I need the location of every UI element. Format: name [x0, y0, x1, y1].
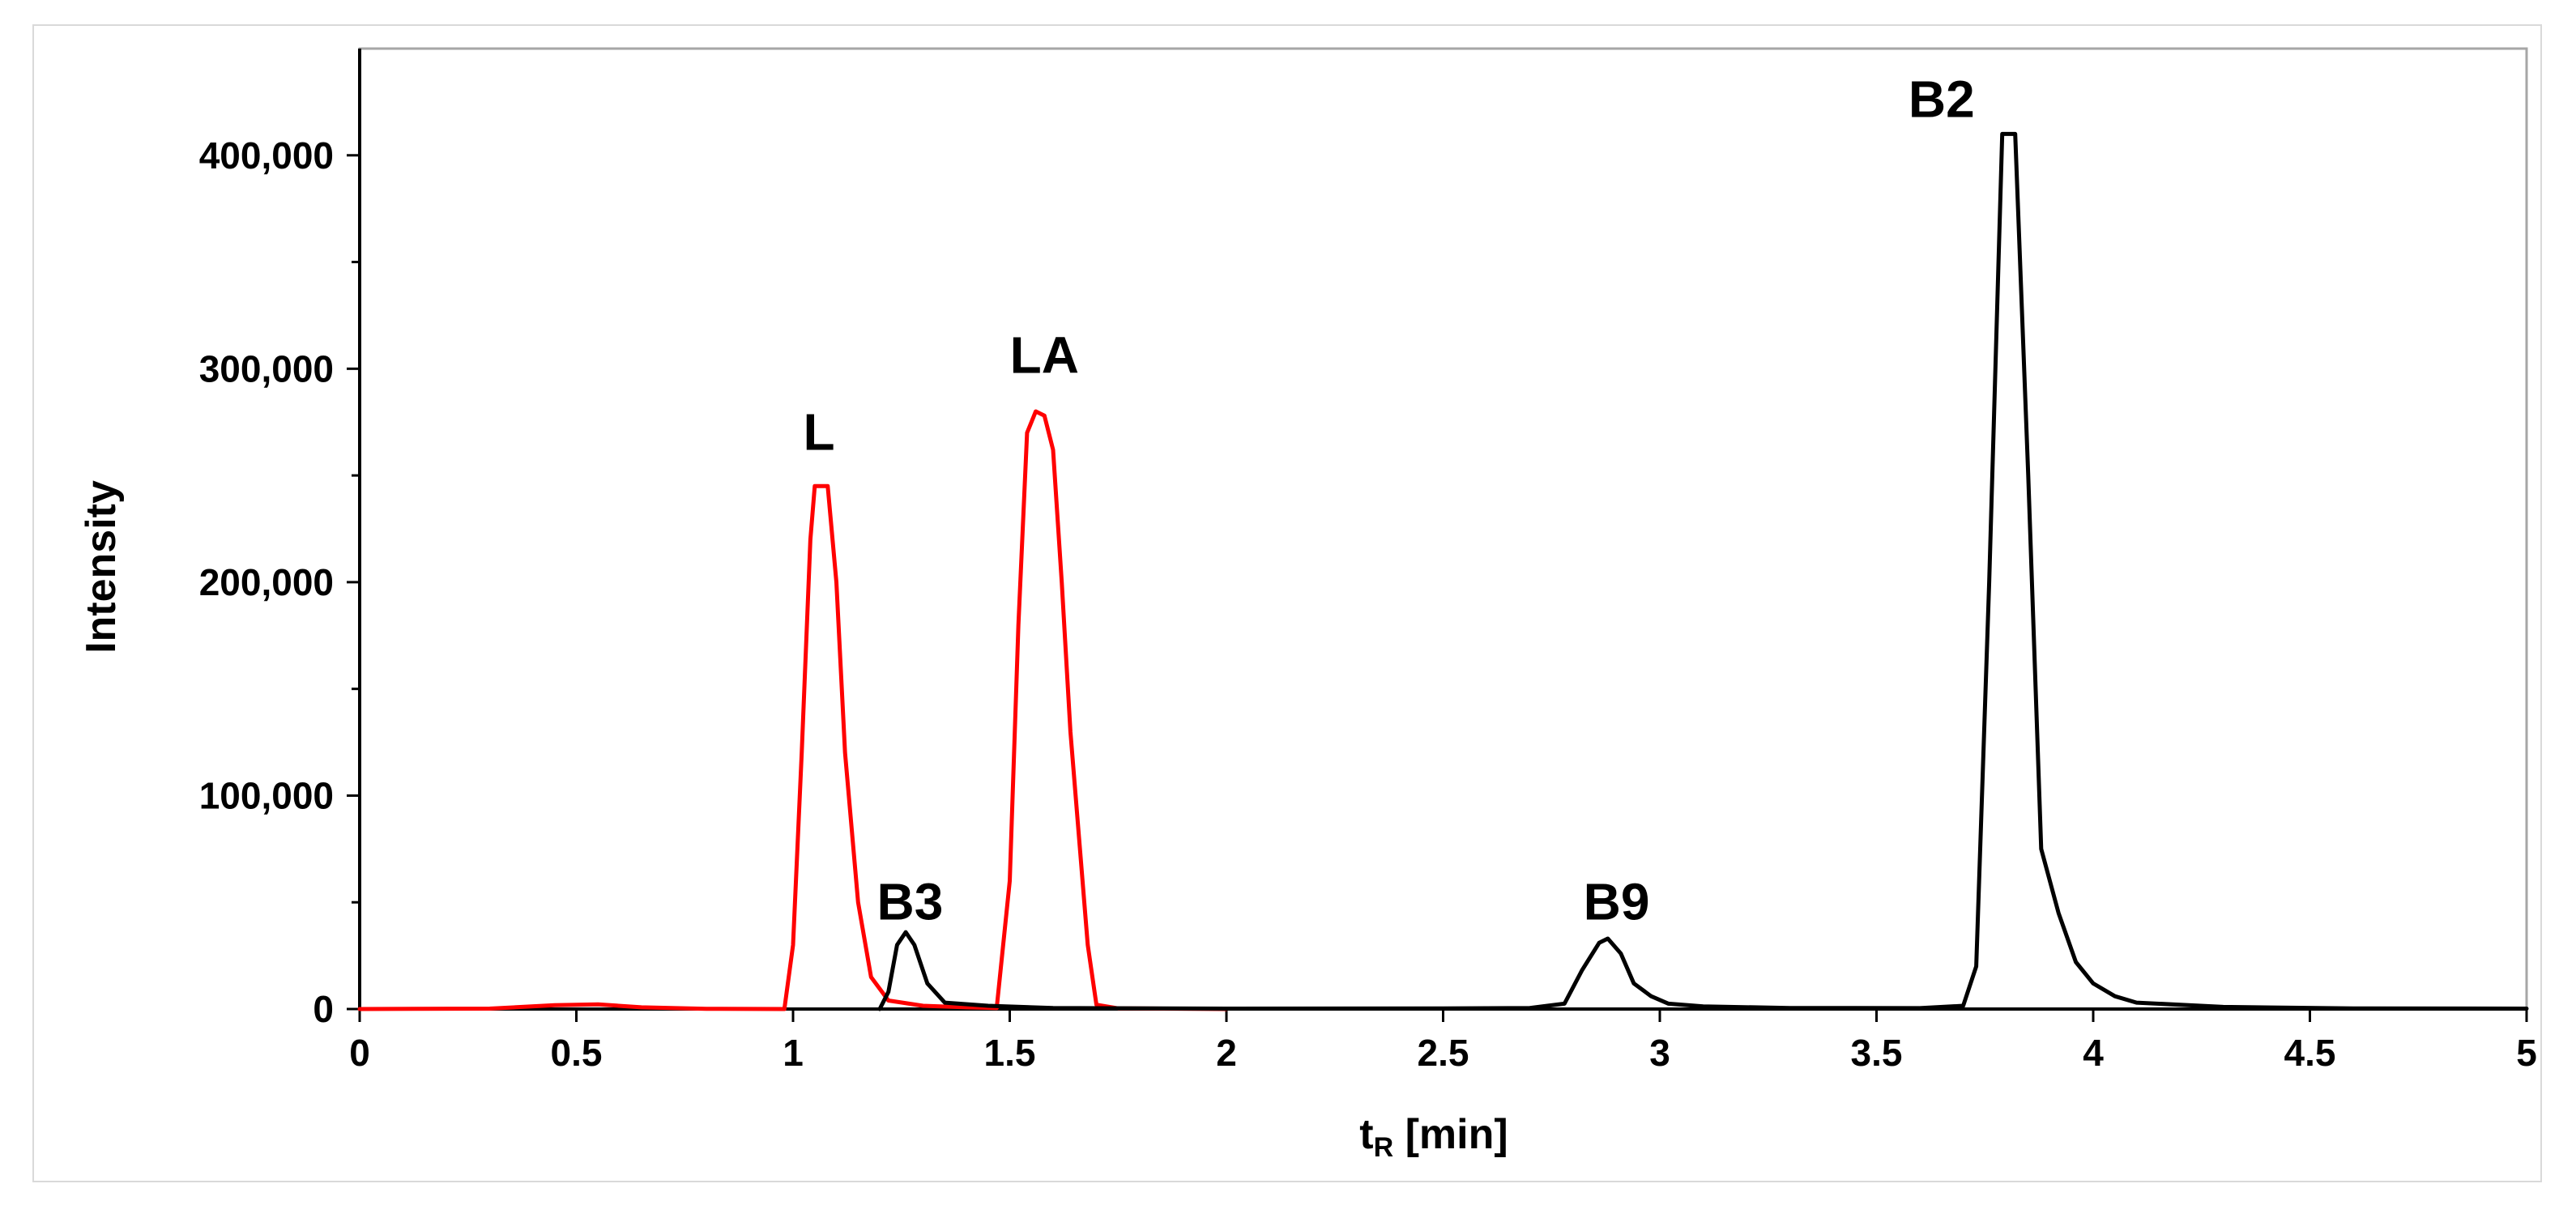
x-tick-label: 4.5	[2284, 1032, 2336, 1074]
y-tick-label: 200,000	[199, 561, 334, 603]
x-tick-label: 0	[349, 1032, 370, 1074]
chart-frame	[32, 24, 2542, 1182]
x-tick-label: 5	[2516, 1032, 2537, 1074]
y-tick-label: 400,000	[199, 134, 334, 177]
x-axis-title-unit: [min]	[1393, 1111, 1508, 1158]
x-tick-label: 1.5	[984, 1032, 1036, 1074]
y-axis-title: Intensity	[78, 480, 125, 654]
x-axis: 0 0.5 1 1.5 2 2.5 3 3.5 4 4.5 5	[349, 1007, 2537, 1074]
x-axis-title: tR [min]	[1359, 1111, 1508, 1163]
x-tick-label: 2.5	[1418, 1032, 1469, 1074]
peak-label-la: LA	[1010, 326, 1079, 385]
peak-label-b2: B2	[1909, 70, 1975, 128]
y-tick-label: 100,000	[199, 774, 334, 816]
peak-label-b3: B3	[877, 872, 944, 930]
series-line-0	[357, 409, 1229, 1011]
peak-label-b9: B9	[1584, 872, 1650, 930]
x-axis-title-subscript: R	[1374, 1132, 1394, 1163]
x-tick-label: 2	[1216, 1032, 1237, 1074]
x-tick-label: 3.5	[1851, 1032, 1903, 1074]
peak-label-l: L	[804, 402, 835, 461]
x-tick-label: 4	[2083, 1032, 2104, 1074]
x-tick-label: 0.5	[551, 1032, 603, 1074]
peak-labels: L LA B3 B9 B2	[804, 70, 1975, 930]
y-axis: 0 100,000 200,000 300,000 400,000	[199, 49, 361, 1030]
y-tick-label: 300,000	[199, 347, 334, 390]
y-tick-label: 0	[313, 988, 334, 1030]
series-line-1	[877, 131, 2529, 1011]
series-layer	[357, 131, 2529, 1011]
x-tick-label: 1	[783, 1032, 804, 1074]
plot-area-border	[358, 47, 2528, 1011]
x-tick-label: 3	[1649, 1032, 1670, 1074]
x-axis-title-main: t	[1359, 1111, 1373, 1158]
